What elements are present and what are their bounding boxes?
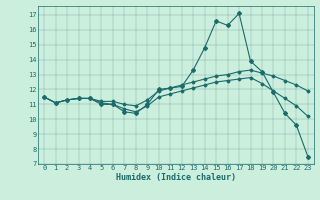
X-axis label: Humidex (Indice chaleur): Humidex (Indice chaleur) [116, 173, 236, 182]
